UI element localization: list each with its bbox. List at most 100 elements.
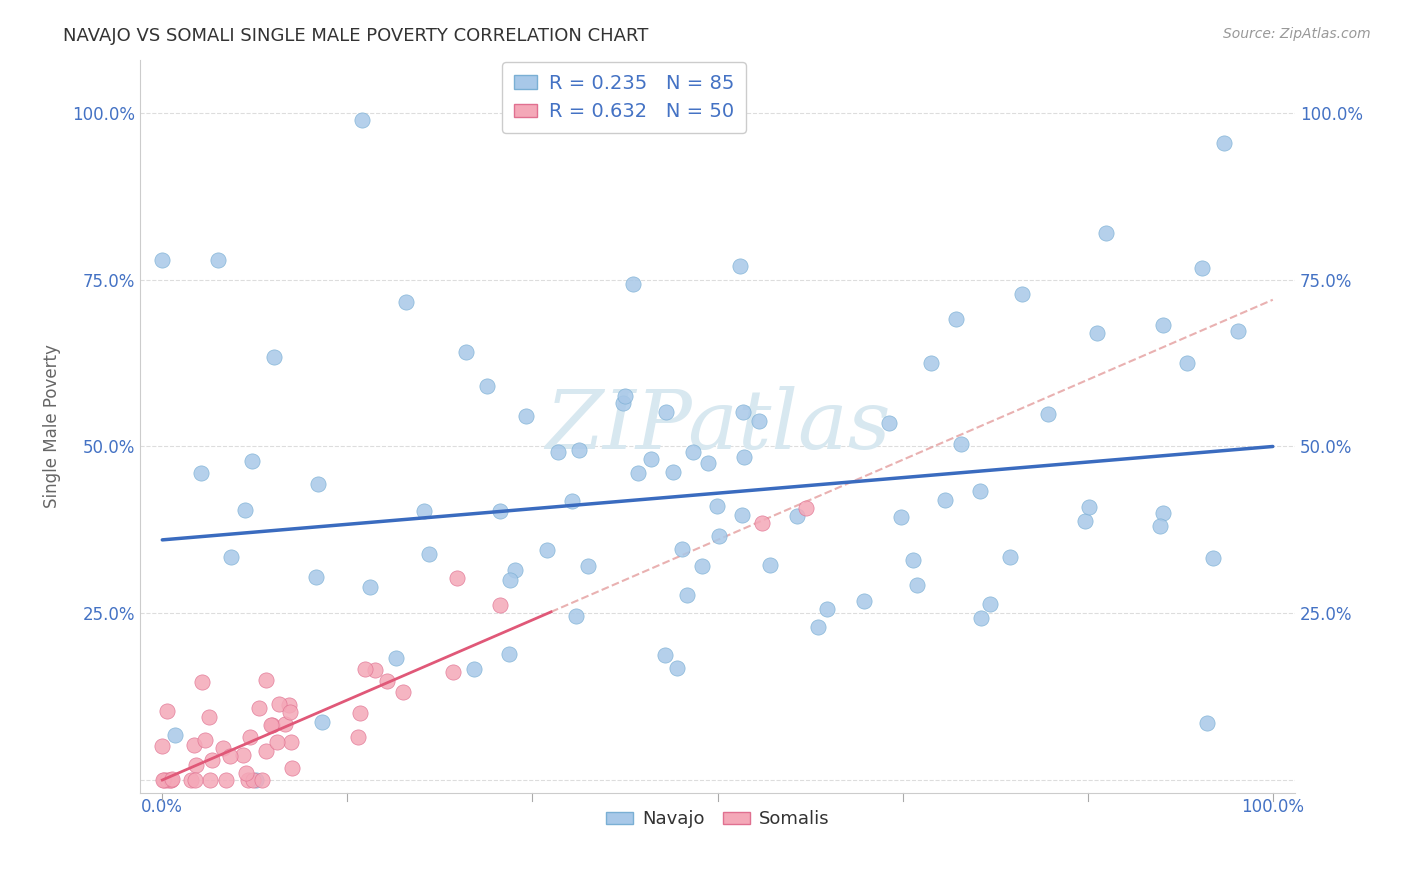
Point xyxy=(352,112,374,127)
Point xyxy=(1152,506,1174,520)
Point xyxy=(748,414,770,428)
Point xyxy=(277,698,299,712)
Point xyxy=(281,761,304,775)
Point xyxy=(676,588,699,602)
Point xyxy=(759,558,782,572)
Point xyxy=(576,559,599,574)
Point xyxy=(696,456,718,470)
Point xyxy=(162,772,184,786)
Point xyxy=(815,602,838,616)
Point xyxy=(640,451,662,466)
Point xyxy=(446,572,468,586)
Point xyxy=(184,772,207,787)
Point xyxy=(190,466,212,480)
Point xyxy=(1202,550,1225,565)
Point xyxy=(949,437,972,451)
Point xyxy=(152,772,174,787)
Point xyxy=(728,260,751,274)
Point xyxy=(1175,356,1198,370)
Point xyxy=(240,454,263,468)
Point xyxy=(901,553,924,567)
Point xyxy=(707,528,730,542)
Point xyxy=(626,466,648,480)
Point xyxy=(920,356,942,370)
Point xyxy=(998,549,1021,564)
Point xyxy=(970,611,993,625)
Point xyxy=(807,620,830,634)
Point xyxy=(245,772,267,787)
Point xyxy=(1011,286,1033,301)
Point xyxy=(395,295,418,310)
Point xyxy=(215,772,238,787)
Point xyxy=(392,684,415,698)
Point xyxy=(413,504,436,518)
Point xyxy=(786,509,808,524)
Point xyxy=(796,501,818,516)
Point xyxy=(219,748,242,763)
Point xyxy=(359,580,381,594)
Point xyxy=(751,516,773,531)
Point xyxy=(969,484,991,499)
Point xyxy=(242,772,264,787)
Text: Source: ZipAtlas.com: Source: ZipAtlas.com xyxy=(1223,27,1371,41)
Point xyxy=(186,758,208,772)
Point xyxy=(547,445,569,459)
Point xyxy=(267,698,290,712)
Point xyxy=(945,312,967,326)
Point xyxy=(263,350,285,364)
Point xyxy=(706,500,728,514)
Point xyxy=(375,674,398,689)
Point xyxy=(194,732,217,747)
Point xyxy=(1226,324,1249,338)
Point xyxy=(233,503,256,517)
Point xyxy=(1078,500,1101,514)
Point xyxy=(690,559,713,574)
Point xyxy=(254,673,277,688)
Point xyxy=(731,508,754,523)
Point xyxy=(235,765,257,780)
Point xyxy=(418,547,440,561)
Point xyxy=(262,717,284,731)
Point xyxy=(612,396,634,410)
Point xyxy=(155,772,177,787)
Point xyxy=(682,445,704,459)
Point xyxy=(236,772,259,787)
Point xyxy=(183,739,205,753)
Point xyxy=(163,728,186,742)
Point xyxy=(198,772,221,787)
Point xyxy=(515,409,537,424)
Point xyxy=(852,594,875,608)
Point xyxy=(1149,518,1171,533)
Point xyxy=(307,476,329,491)
Point xyxy=(1074,514,1097,528)
Point xyxy=(475,379,498,393)
Point xyxy=(489,598,512,612)
Point xyxy=(1197,716,1219,731)
Y-axis label: Single Male Poverty: Single Male Poverty xyxy=(44,344,60,508)
Point xyxy=(278,705,301,719)
Point xyxy=(498,647,520,661)
Point xyxy=(671,541,693,556)
Legend: Navajo, Somalis: Navajo, Somalis xyxy=(599,803,837,836)
Point xyxy=(1212,136,1234,150)
Point xyxy=(211,741,233,756)
Point xyxy=(156,704,179,718)
Point xyxy=(1085,326,1108,340)
Point xyxy=(159,772,181,787)
Point xyxy=(1095,226,1118,240)
Point xyxy=(662,465,685,479)
Point xyxy=(150,252,173,267)
Point xyxy=(441,665,464,680)
Point xyxy=(733,450,755,465)
Point xyxy=(536,543,558,558)
Point xyxy=(568,443,591,458)
Point xyxy=(565,609,588,624)
Point xyxy=(613,389,636,403)
Point xyxy=(1152,318,1174,332)
Point xyxy=(259,717,281,731)
Point xyxy=(273,717,295,731)
Point xyxy=(311,715,333,730)
Point xyxy=(250,772,273,787)
Point xyxy=(160,772,183,787)
Point xyxy=(207,252,229,267)
